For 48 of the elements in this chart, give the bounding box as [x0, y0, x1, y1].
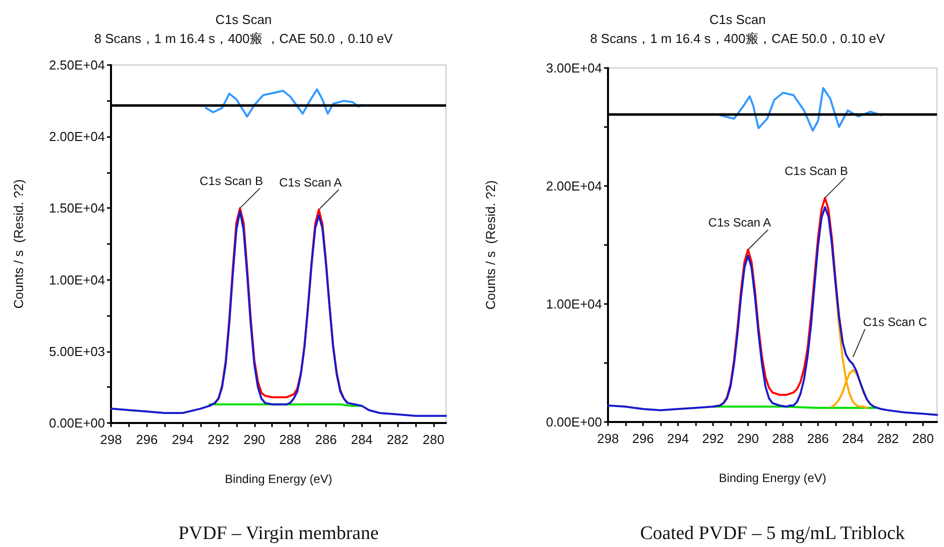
y-tick-label: 0.00E+00 — [546, 414, 602, 430]
line-series — [110, 210, 447, 417]
x-tick-label: 282 — [386, 432, 408, 447]
chart-title: C1s Scan — [709, 12, 766, 27]
text: Coated PVDF – 5 mg/mL Triblock — [640, 523, 905, 545]
line-series — [607, 206, 938, 416]
x-tick-label: 288 — [279, 432, 301, 447]
x-tick-label: 282 — [877, 431, 899, 446]
x-tick-label: 298 — [597, 431, 619, 446]
annotation: C1s Scan B — [784, 164, 848, 178]
chart-subtitle: 8 Scans，1 m 16.4 s，400瘢，CAE 50.0，0.10 eV — [590, 31, 886, 46]
x-tick-label: 284 — [842, 431, 864, 446]
chart-subtitle: 8 Scans，1 m 16.4 s，400瘢 ，CAE 50.0，0.10 eV — [94, 31, 394, 46]
annotation: C1s Scan C — [863, 315, 928, 330]
x-tick-label: 280 — [912, 431, 934, 446]
x-tick-label: 290 — [243, 432, 266, 447]
x-tick-label: 280 — [422, 432, 444, 447]
x-tick-label: 292 — [702, 431, 724, 446]
x-tick-label: 284 — [350, 432, 373, 447]
x-tick-label: 288 — [772, 431, 794, 446]
x-axis-title: Binding Energy (eV) — [224, 472, 332, 486]
y-tick-label: 2.50E+04 — [48, 58, 105, 72]
x-tick-label: 294 — [667, 431, 689, 446]
text: PVDF – Virgin membrane — [178, 523, 379, 545]
annotation: C1s Scan A — [279, 176, 342, 190]
y-tick-label: 3.00E+04 — [546, 60, 602, 76]
chart-title: C1s Scan — [215, 12, 272, 27]
x-tick-label: 286 — [807, 431, 829, 446]
x-axis-title: Binding Energy (eV) — [718, 471, 826, 485]
x-tick-label: 286 — [315, 432, 337, 447]
y-tick-label: 2.00E+04 — [546, 178, 602, 194]
y-tick-label: 1.50E+04 — [48, 200, 105, 216]
y-axis-title: Counts / s (Resid. ?2) — [11, 179, 26, 309]
line-series — [204, 88, 363, 118]
x-tick-label: 290 — [737, 431, 759, 446]
x-tick-label: 294 — [172, 432, 194, 447]
x-tick-label: 296 — [632, 431, 654, 446]
annotation: C1s Scan B — [200, 174, 263, 188]
x-tick-label: 298 — [100, 432, 122, 447]
x-tick-label: 292 — [208, 432, 230, 447]
y-tick-label: 5.00E+03 — [48, 344, 105, 359]
y-tick-label: 1.00E+04 — [546, 296, 602, 312]
y-tick-label: 0.00E+00 — [48, 416, 105, 430]
x-tick-label: 296 — [136, 432, 158, 447]
y-tick-label: 2.00E+04 — [48, 129, 105, 144]
annotation: C1s Scan A — [708, 216, 771, 230]
y-tick-label: 1.00E+04 — [48, 272, 105, 288]
y-axis-title: Counts / s (Resid. ?2) — [483, 180, 498, 310]
